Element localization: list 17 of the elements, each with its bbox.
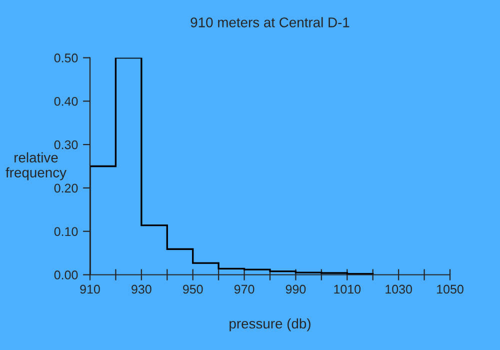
y-tick-label: 0.40	[54, 96, 78, 106]
x-axis-title: pressure (db)	[230, 318, 310, 332]
y-tick-label: 0.10	[54, 227, 78, 236]
x-tick-label: 1010	[334, 284, 361, 294]
x-tick-label: 910	[80, 284, 100, 294]
chart-title: 910 meters at Central D-1	[190, 17, 350, 28]
y-tick-label: 0.50	[54, 54, 78, 62]
y-axis-title: relative frequency	[6, 152, 66, 180]
x-tick-label: 1050	[437, 284, 464, 294]
x-tick-label: 970	[234, 284, 254, 294]
x-tick-label: 950	[183, 284, 203, 294]
x-tick-label: 990	[286, 284, 306, 294]
y-tick-label: 0.20	[54, 184, 78, 193]
y-tick-label: 0.00	[54, 270, 78, 280]
y-tick-label: 0.30	[54, 140, 78, 150]
x-tick-label: 1030	[386, 284, 412, 294]
x-tick-label: 930	[132, 284, 152, 294]
